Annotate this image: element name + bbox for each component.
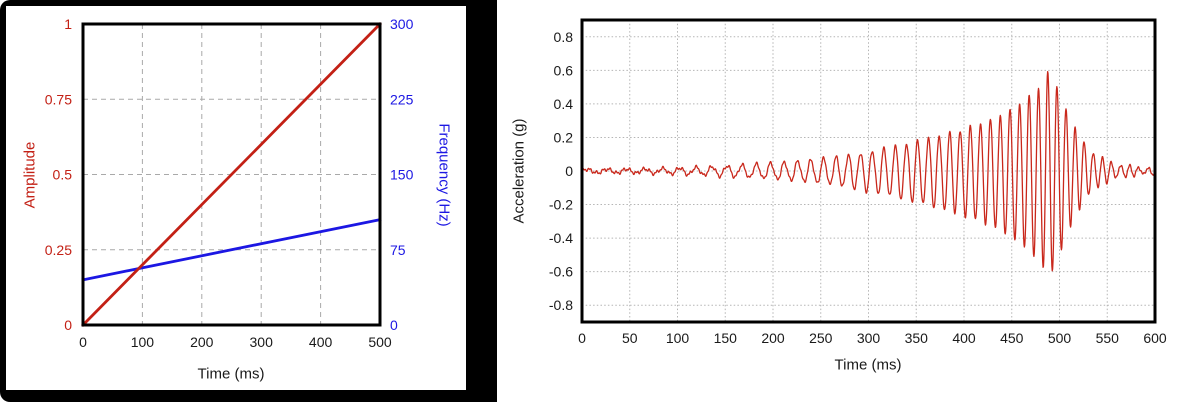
x-tick-label: 450 xyxy=(1000,330,1024,346)
x-tick-label: 50 xyxy=(622,330,638,346)
frequency-tick-label: 0 xyxy=(390,317,398,333)
amplitude-tick-label: 0 xyxy=(64,317,72,333)
frequency-tick-label: 300 xyxy=(390,16,414,32)
x-tick-label: 600 xyxy=(1143,330,1167,346)
x-tick-label: 0 xyxy=(578,330,586,346)
x-tick-label: 200 xyxy=(761,330,785,346)
x-tick-label: 0 xyxy=(79,334,87,350)
x-tick-label: 550 xyxy=(1096,330,1120,346)
time-axis-title-right: Time (ms) xyxy=(834,356,902,374)
acceleration-tick-label: -0.2 xyxy=(549,197,573,213)
amplitude-frequency-chart-area: 1 0.75 0.5 0.25 0 300 225 150 75 0 0 100 200 300 400 50… xyxy=(6,6,466,390)
x-tick-label: 500 xyxy=(1048,330,1072,346)
amplitude-line xyxy=(81,22,382,327)
acceleration-tick-label: 0 xyxy=(565,163,573,179)
frequency-tick-label: 225 xyxy=(390,91,414,107)
plot-border xyxy=(81,22,382,327)
amplitude-axis-title: Amplitude xyxy=(21,141,39,209)
amplitude-frequency-chart-panel: 1 0.75 0.5 0.25 0 300 225 150 75 0 0 100 200 300 400 50… xyxy=(0,0,497,402)
amplitude-tick-label: 1 xyxy=(64,16,72,32)
acceleration-tick-label: -0.4 xyxy=(549,230,573,246)
acceleration-axis-title: Acceleration (g) xyxy=(510,118,528,224)
x-tick-label: 100 xyxy=(666,330,690,346)
amplitude-tick-label: 0.5 xyxy=(53,167,73,183)
plot-border xyxy=(580,18,1157,324)
acceleration-tick-label: -0.8 xyxy=(549,297,573,313)
x-tick-label: 300 xyxy=(250,334,274,350)
acceleration-tick-label: 0.8 xyxy=(554,29,574,45)
acceleration-tick-label: 0.4 xyxy=(554,96,574,112)
acceleration-tick-label: 0.6 xyxy=(554,62,574,78)
x-tick-label: 300 xyxy=(857,330,881,346)
x-tick-label: 400 xyxy=(309,334,333,350)
frequency-line xyxy=(81,217,382,282)
frequency-tick-label: 150 xyxy=(390,167,414,183)
x-tick-label: 150 xyxy=(714,330,738,346)
x-tick-label: 500 xyxy=(368,334,392,350)
x-tick-label: 350 xyxy=(905,330,929,346)
acceleration-chart: 0.8 0.6 0.4 0.2 0 -0.2 -0.4 -0.6 -0.8 0 50 100 150 20… xyxy=(549,18,1167,346)
amplitude-tick-label: 0.75 xyxy=(45,91,72,107)
acceleration-tick-label: -0.6 xyxy=(549,264,573,280)
frequency-axis-title: Frequency (Hz) xyxy=(435,123,453,227)
acceleration-signal-line xyxy=(581,70,1156,272)
x-tick-label: 250 xyxy=(809,330,833,346)
x-tick-label: 400 xyxy=(952,330,976,346)
x-tick-label: 200 xyxy=(190,334,214,350)
time-axis-title-left: Time (ms) xyxy=(197,365,265,383)
frequency-tick-label: 75 xyxy=(390,242,406,258)
acceleration-tick-label: 0.2 xyxy=(554,129,574,145)
amplitude-tick-label: 0.25 xyxy=(45,242,72,258)
x-tick-label: 100 xyxy=(131,334,155,350)
